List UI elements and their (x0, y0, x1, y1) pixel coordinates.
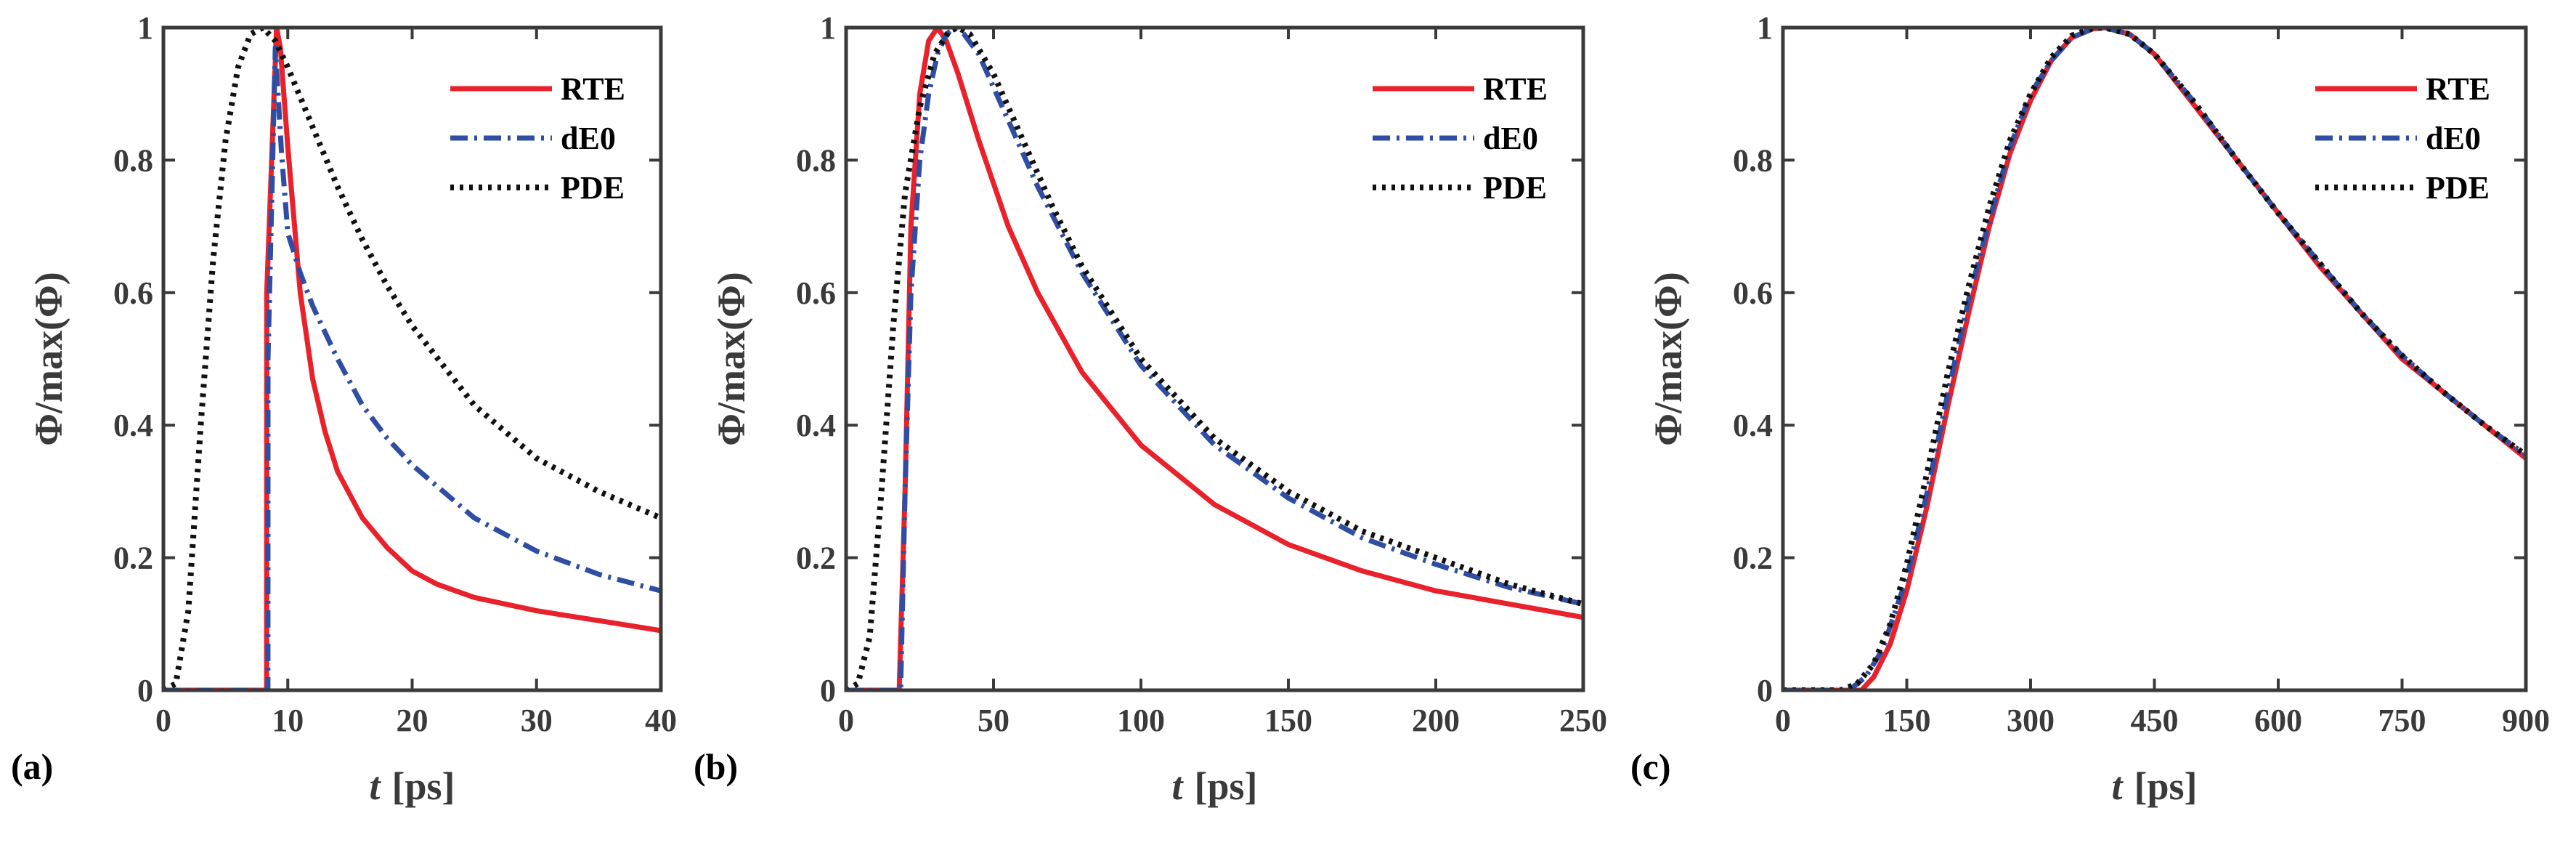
x-axis-label: t [ps] (369, 764, 455, 808)
y-tick-label: 0.6 (1733, 275, 1773, 311)
y-tick-label: 0.4 (1733, 408, 1773, 443)
x-tick-label: 300 (2007, 703, 2055, 738)
panel-label: (c) (1630, 746, 1671, 787)
y-tick-label: 0 (137, 673, 153, 708)
y-tick-label: 0 (820, 673, 836, 708)
y-tick-label: 0.2 (113, 541, 153, 576)
legend-label: PDE (561, 170, 625, 206)
axes-frame (844, 25, 1585, 692)
x-tick-label: 0 (1775, 703, 1791, 738)
y-tick-label: 1 (137, 10, 153, 46)
y-tick-label: 0.2 (796, 541, 836, 576)
y-tick-label: 0 (1757, 673, 1773, 708)
x-tick-label: 150 (1883, 703, 1931, 738)
x-axis-variable: t (2111, 764, 2124, 808)
x-tick-label: 40 (645, 703, 677, 738)
x-tick-label: 750 (2378, 703, 2426, 738)
legend-label: dE0 (561, 121, 616, 156)
y-tick-label: 0.4 (113, 408, 153, 443)
x-axis-variable: t (1171, 764, 1184, 808)
y-tick-label: 0.6 (113, 275, 153, 311)
panel-label: (a) (11, 746, 53, 787)
legend-label: PDE (2426, 170, 2490, 206)
axes-frame (1781, 25, 2528, 692)
legend-label: dE0 (2426, 121, 2481, 156)
x-axis-label: t [ps] (1171, 764, 1257, 808)
x-axis-unit: [ps] (1195, 764, 1258, 808)
x-tick-label: 200 (1412, 703, 1460, 738)
y-tick-label: 0.8 (1733, 142, 1773, 178)
x-tick-label: 900 (2502, 703, 2550, 738)
series-line-pde (1783, 28, 2526, 690)
y-tick-label: 0.2 (1733, 541, 1773, 576)
x-tick-label: 600 (2254, 703, 2302, 738)
chart-panel: 0 150 300 450 600 750 900 0 0.2 0.4 0.6 0.8 1 t [ps] Φ/… (1630, 10, 2550, 808)
y-tick-label: 0.8 (796, 142, 836, 178)
y-tick-label: 0.8 (113, 142, 153, 178)
x-tick-label: 250 (1559, 703, 1607, 738)
series-line-de0 (846, 28, 1583, 690)
y-tick-label: 1 (1757, 10, 1773, 46)
x-tick-label: 50 (978, 703, 1009, 738)
panel-label: (b) (694, 746, 738, 787)
legend-label: RTE (561, 71, 625, 107)
y-tick-label: 1 (820, 10, 836, 46)
series-line-pde (846, 28, 1583, 690)
series-line-rte (846, 28, 1583, 690)
x-tick-label: 20 (397, 703, 428, 738)
x-tick-label: 0 (838, 703, 854, 738)
legend-label: RTE (1483, 71, 1548, 107)
x-axis-unit: [ps] (392, 764, 455, 808)
x-tick-label: 100 (1117, 703, 1165, 738)
y-tick-label: 0.4 (796, 408, 836, 443)
x-axis-variable: t (369, 764, 381, 808)
series-line-rte (1783, 28, 2526, 690)
y-tick-label: 0.6 (796, 275, 836, 311)
x-axis-label: t [ps] (2111, 764, 2197, 808)
x-tick-label: 150 (1264, 703, 1312, 738)
legend-label: dE0 (1483, 121, 1538, 156)
x-tick-label: 450 (2131, 703, 2179, 738)
chart-panel: 0 10 20 30 40 0 0.2 0.4 0.6 0.8 1 t [ps] Φ/max(Φ) (a) R… (11, 10, 677, 808)
legend-label: RTE (2426, 71, 2490, 107)
x-tick-label: 0 (155, 703, 171, 738)
y-axis-label: Φ/max(Φ) (27, 272, 70, 446)
y-axis-label: Φ/max(Φ) (710, 272, 753, 446)
x-tick-label: 10 (272, 703, 304, 738)
series-line-de0 (1783, 28, 2526, 690)
y-axis-label: Φ/max(Φ) (1646, 272, 1690, 446)
x-axis-unit: [ps] (2134, 764, 2198, 808)
x-tick-label: 30 (521, 703, 553, 738)
chart-panel: 0 50 100 150 200 250 0 0.2 0.4 0.6 0.8 1 t [ps] Φ/max(… (694, 10, 1607, 808)
legend-label: PDE (1483, 170, 1547, 206)
series-line-de0 (163, 44, 661, 690)
